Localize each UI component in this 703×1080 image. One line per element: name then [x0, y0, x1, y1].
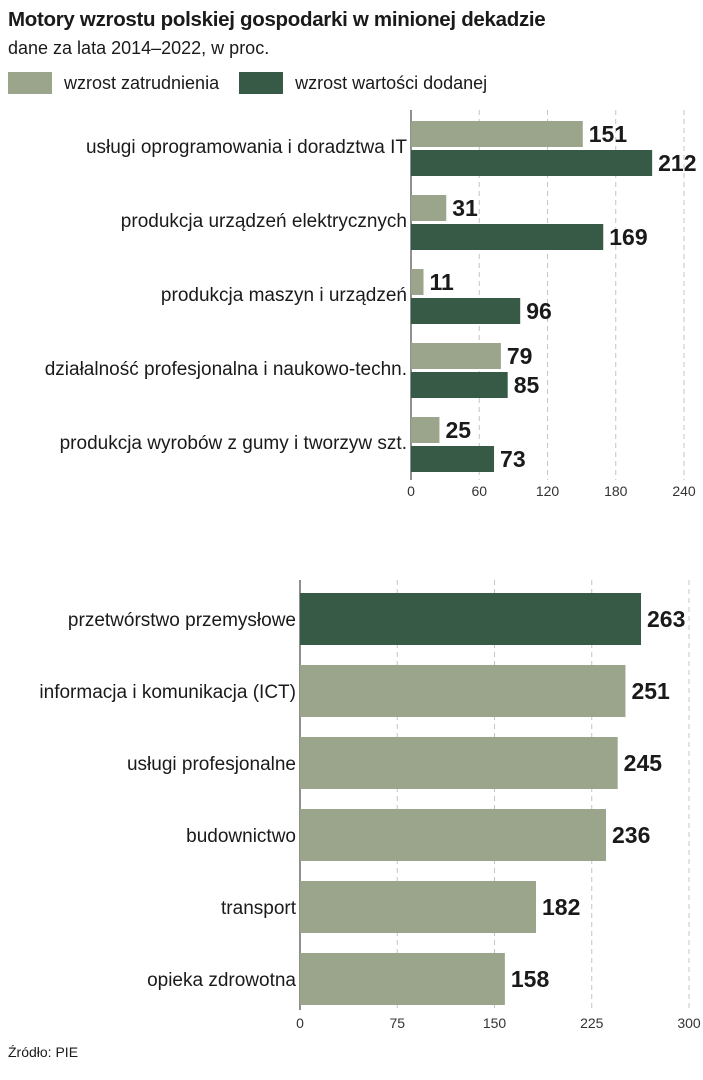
bar [300, 953, 505, 1005]
data-label: 212 [658, 150, 696, 176]
data-label: 263 [647, 606, 685, 632]
source-note: Źródło: PIE [8, 1044, 79, 1060]
bar [411, 195, 447, 221]
category-label: produkcja urządzeń elektrycznych [121, 211, 407, 232]
x-tick-label: 240 [672, 483, 696, 499]
bar [300, 881, 536, 933]
chart-subtitle: dane za lata 2014–2022, w proc. [8, 38, 270, 58]
chart-title: Motory wzrostu polskiej gospodarki w min… [8, 8, 546, 31]
x-tick-label: 75 [389, 1015, 405, 1031]
legend-label-employment: wzrost zatrudnienia [64, 72, 220, 93]
data-label: 251 [631, 678, 670, 704]
data-label: 79 [507, 343, 533, 369]
category-label: produkcja maszyn i urządzeń [161, 285, 407, 306]
data-label: 11 [430, 269, 455, 295]
data-label: 25 [445, 417, 471, 443]
data-label: 169 [609, 224, 647, 250]
legend-swatch-employment [8, 72, 52, 94]
legend: wzrost zatrudnienia wzrost wartości doda… [8, 70, 507, 96]
category-label: usługi profesjonalne [127, 754, 296, 775]
data-label: 245 [624, 750, 663, 776]
bar [411, 446, 495, 472]
x-tick-label: 120 [536, 483, 560, 499]
bar [300, 593, 642, 645]
data-label: 236 [612, 822, 650, 848]
category-label: budownictwo [186, 826, 296, 847]
category-label: transport [221, 898, 297, 919]
data-label: 182 [542, 894, 580, 920]
grouped-bar-chart: 0 60 120 180 240 usługi oprogramowania i dora… [45, 110, 697, 499]
bar [411, 298, 521, 324]
data-label: 158 [511, 966, 550, 992]
x-tick-label: 300 [677, 1015, 701, 1031]
category-label: działalność profesjonalna i naukowo-tech… [45, 359, 407, 380]
category-label: produkcja wyrobów z gumy i tworzyw szt. [60, 433, 407, 454]
x-tick-label: 180 [604, 483, 628, 499]
data-label: 31 [452, 195, 478, 221]
x-tick-label: 0 [407, 483, 415, 499]
x-tick-label: 225 [580, 1015, 604, 1031]
category-label: przetwórstwo przemysłowe [68, 610, 296, 631]
data-label: 96 [526, 298, 552, 324]
legend-item-value-added: wzrost wartości dodanej [239, 72, 487, 94]
category-label: opieka zdrowotna [147, 970, 296, 991]
legend-item-employment: wzrost zatrudnienia [8, 72, 219, 94]
bar [411, 224, 604, 250]
category-label: informacja i komunikacja (ICT) [39, 682, 296, 703]
bar-chart: 0 75 150 225 300 263 przetwórstwo przemysłowe 2… [39, 580, 701, 1031]
data-label: 73 [500, 446, 526, 472]
bar [300, 737, 618, 789]
bar [411, 343, 501, 369]
bar [300, 665, 626, 717]
legend-label-value-added: wzrost wartości dodanej [295, 72, 488, 93]
bar [411, 269, 424, 295]
data-label: 85 [514, 372, 540, 398]
bar [411, 150, 653, 176]
x-tick-label: 0 [296, 1015, 304, 1031]
category-label: usługi oprogramowania i doradztwa IT [86, 137, 407, 158]
data-label: 151 [589, 121, 628, 147]
bar [300, 809, 607, 861]
bar [411, 372, 508, 398]
bar [411, 121, 583, 147]
legend-swatch-value-added [239, 72, 284, 94]
x-tick-label: 60 [471, 483, 487, 499]
x-tick-label: 150 [483, 1015, 507, 1031]
bar [411, 417, 440, 443]
